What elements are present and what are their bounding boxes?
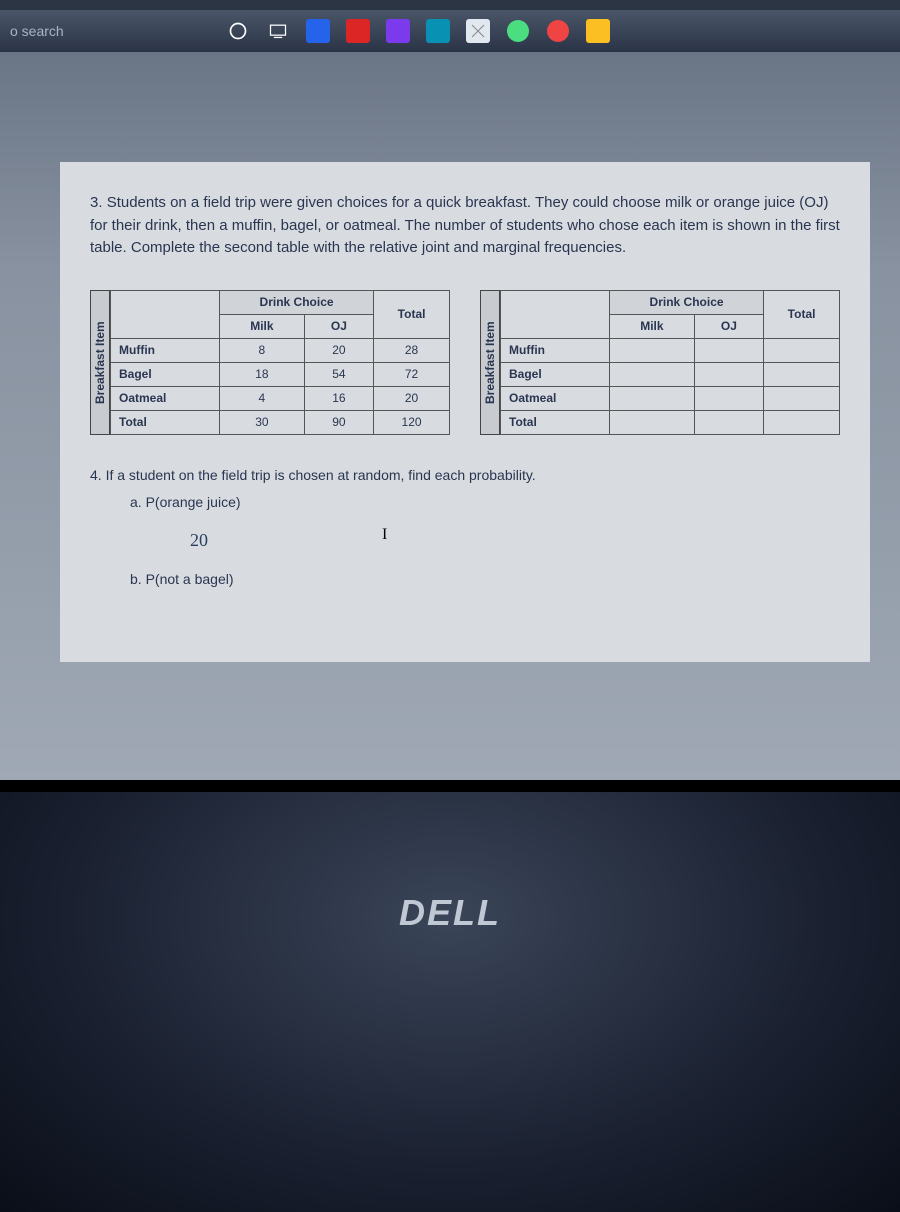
tables-container: Breakfast Item Drink Choice Total Milk O… (90, 290, 840, 435)
table2-total-oj[interactable] (694, 410, 763, 434)
app-icon-6[interactable] (502, 15, 534, 47)
table2-wrapper: Breakfast Item Drink Choice Total Milk O… (480, 290, 840, 435)
table1-total-milk: 30 (220, 410, 305, 434)
text-cursor: I (382, 526, 387, 544)
table2-total-col: Total (764, 290, 840, 338)
app-icon-8[interactable] (582, 15, 614, 47)
q4b-text: P(not a bagel) (146, 571, 234, 587)
table1-muffin-milk: 8 (220, 338, 305, 362)
q4-part-b: b. P(not a bagel) (130, 571, 840, 587)
q4a-label: a. (130, 494, 142, 510)
table1-muffin-label: Muffin (111, 338, 220, 362)
table2-bagel-oj[interactable] (694, 362, 763, 386)
table2-oatmeal-oj[interactable] (694, 386, 763, 410)
table2-muffin-total[interactable] (764, 338, 840, 362)
question-3: 3. Students on a field trip were given c… (90, 192, 840, 260)
table1-total-oj: 90 (304, 410, 373, 434)
table1: Drink Choice Total Milk OJ Muffin 8 20 2… (110, 290, 450, 435)
q3-text: Students on a field trip were given choi… (90, 194, 840, 256)
q4-text: If a student on the field trip is chosen… (106, 467, 536, 483)
table1-bagel-milk: 18 (220, 362, 305, 386)
table2-oatmeal-label: Oatmeal (501, 386, 610, 410)
app-icon-7[interactable] (542, 15, 574, 47)
table1-total-total: 120 (374, 410, 450, 434)
taskbar: o search (0, 10, 900, 52)
question-4: 4. If a student on the field trip is cho… (90, 465, 840, 486)
search-box-text[interactable]: o search (10, 23, 64, 39)
table1-oj-col: OJ (304, 314, 373, 338)
app-icon-2[interactable] (342, 15, 374, 47)
app-icon-4[interactable] (422, 15, 454, 47)
cortana-icon[interactable] (222, 15, 254, 47)
task-view-icon[interactable] (262, 15, 294, 47)
table1-bagel-total: 72 (374, 362, 450, 386)
table2-total-milk[interactable] (610, 410, 695, 434)
table2-milk-col: Milk (610, 314, 695, 338)
table2-corner (501, 290, 610, 338)
table1-side-label: Breakfast Item (90, 290, 110, 435)
table2-bagel-label: Bagel (501, 362, 610, 386)
table1-milk-col: Milk (220, 314, 305, 338)
table1-oatmeal-total: 20 (374, 386, 450, 410)
q4-part-a: a. P(orange juice) (130, 494, 840, 510)
table2-side-label: Breakfast Item (480, 290, 500, 435)
dell-logo: DELL (399, 892, 501, 934)
table2-muffin-oj[interactable] (694, 338, 763, 362)
table1-wrapper: Breakfast Item Drink Choice Total Milk O… (90, 290, 450, 435)
table1-muffin-total: 28 (374, 338, 450, 362)
table1-bagel-label: Bagel (111, 362, 220, 386)
app-icon-3[interactable] (382, 15, 414, 47)
table1-drink-header: Drink Choice (220, 290, 374, 314)
app-icon-1[interactable] (302, 15, 334, 47)
table2-muffin-label: Muffin (501, 338, 610, 362)
q4-number: 4. (90, 467, 102, 483)
table1-muffin-oj: 20 (304, 338, 373, 362)
table1-oatmeal-oj: 16 (304, 386, 373, 410)
table2-oatmeal-total[interactable] (764, 386, 840, 410)
q4b-label: b. (130, 571, 142, 587)
q4a-answer: 20 (190, 530, 840, 551)
table2: Drink Choice Total Milk OJ Muffin B (500, 290, 840, 435)
table2-oatmeal-milk[interactable] (610, 386, 695, 410)
table2-bagel-total[interactable] (764, 362, 840, 386)
document-page: 3. Students on a field trip were given c… (60, 162, 870, 662)
table1-bagel-oj: 54 (304, 362, 373, 386)
table1-oatmeal-label: Oatmeal (111, 386, 220, 410)
table1-total-label: Total (111, 410, 220, 434)
table2-bagel-milk[interactable] (610, 362, 695, 386)
table1-corner (111, 290, 220, 338)
table2-oj-col: OJ (694, 314, 763, 338)
below-screen-area: DELL (0, 792, 900, 1212)
table2-muffin-milk[interactable] (610, 338, 695, 362)
table2-drink-header: Drink Choice (610, 290, 764, 314)
table2-total-label: Total (501, 410, 610, 434)
monitor-bezel-bottom (0, 780, 900, 792)
q3-number: 3. (90, 194, 103, 211)
app-icon-5[interactable] (462, 15, 494, 47)
screen-area: 3. Students on a field trip were given c… (0, 52, 900, 780)
table1-total-col: Total (374, 290, 450, 338)
table1-oatmeal-milk: 4 (220, 386, 305, 410)
q4a-text: P(orange juice) (146, 494, 241, 510)
table2-total-total[interactable] (764, 410, 840, 434)
